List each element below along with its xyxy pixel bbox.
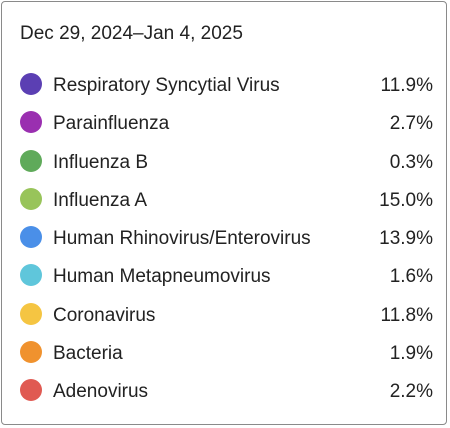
legend-row: Human Metapneumovirus 1.6%: [20, 257, 433, 295]
series-value: 2.7%: [389, 113, 433, 135]
series-label: Bacteria: [53, 343, 123, 365]
series-label: Human Metapneumovirus: [53, 266, 271, 288]
series-label: Respiratory Syncytial Virus: [53, 75, 280, 96]
series-label: Human Rhinovirus/Enterovirus: [53, 228, 311, 250]
series-value: 11.8%: [380, 304, 433, 326]
legend-row: Influenza A 15.0%: [20, 181, 433, 219]
series-label: Parainfluenza: [53, 113, 170, 135]
legend-row: Parainfluenza 2.7%: [20, 104, 433, 142]
series-label: Adenovirus: [53, 381, 149, 403]
series-label: Influenza B: [53, 151, 149, 173]
series-value: 2.2%: [389, 381, 433, 403]
series-label: Influenza A: [53, 189, 148, 211]
series-color-dot: [20, 379, 42, 402]
series-color-dot: [20, 341, 42, 364]
series-value: 1.6%: [389, 266, 433, 288]
legend-list: Respiratory Syncytial Virus 11.9% Parain…: [20, 66, 433, 411]
series-color-dot: [20, 187, 42, 210]
legend-row: Respiratory Syncytial Virus 11.9%: [20, 66, 433, 104]
series-value: 0.3%: [389, 151, 433, 173]
date-range-title: Dec 29, 2024–Jan 4, 2025: [20, 23, 243, 44]
series-color-dot: [20, 302, 42, 325]
series-color-dot: [20, 73, 42, 95]
series-color-dot: [20, 264, 42, 287]
series-color-dot: [20, 149, 42, 172]
series-value: 11.9%: [380, 75, 433, 96]
series-color-dot: [20, 226, 42, 249]
legend-row: Coronavirus 11.8%: [20, 296, 433, 334]
legend-row: Adenovirus 2.2%: [20, 372, 433, 410]
legend-row: Bacteria 1.9%: [20, 334, 433, 372]
series-value: 13.9%: [379, 228, 433, 250]
series-value: 15.0%: [379, 189, 433, 211]
series-color-dot: [20, 111, 42, 134]
series-value: 1.9%: [389, 343, 433, 365]
legend-row: Human Rhinovirus/Enterovirus 13.9%: [20, 219, 433, 257]
series-label: Coronavirus: [53, 304, 156, 326]
legend-row: Influenza B 0.3%: [20, 143, 433, 181]
